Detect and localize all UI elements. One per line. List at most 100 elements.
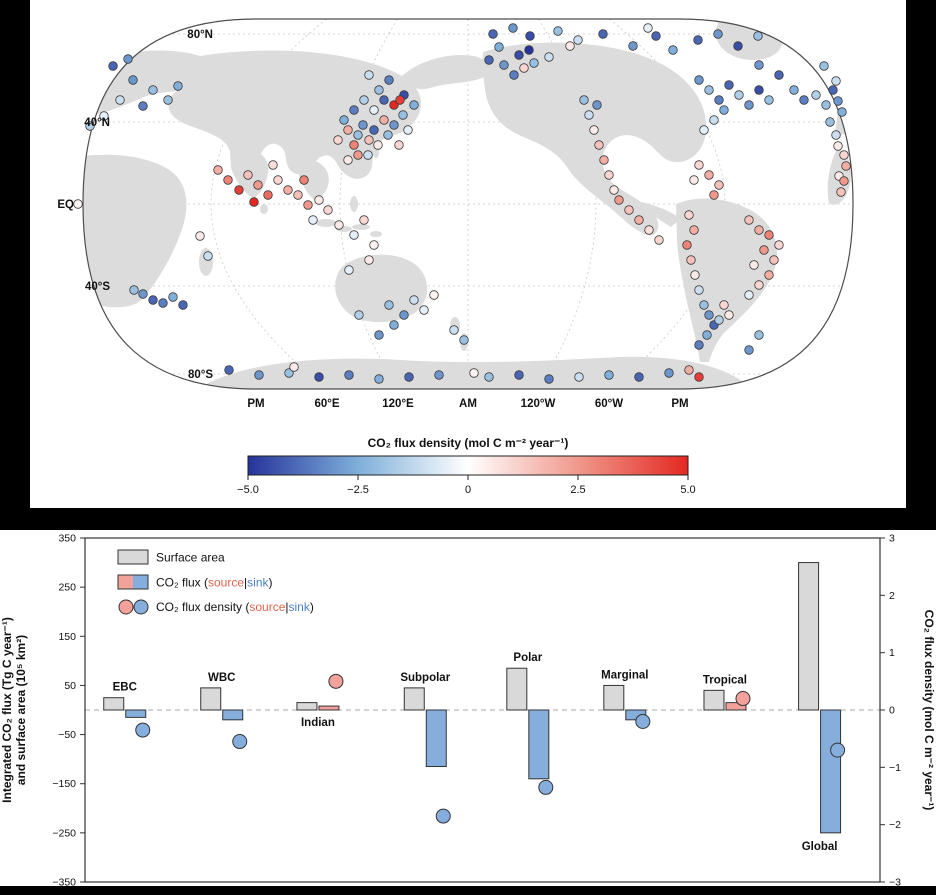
map-dot [694,285,704,295]
map-dot [73,199,83,209]
map-dot [303,200,313,210]
map-dot [434,370,444,380]
right-axis-tick-label: −3 [889,877,901,887]
surface-area-bar [603,684,625,711]
map-dot [358,120,368,130]
map-dot [129,285,139,295]
island [370,231,382,237]
map-dot [379,115,389,125]
map-dot [594,140,604,150]
map-dot [85,121,95,131]
map-dot [719,105,729,115]
left-axis-tick-label: −250 [52,827,76,839]
map-dot [689,225,699,235]
map-dot [744,290,754,300]
map-dot [553,26,563,36]
landmass [482,42,707,236]
surface-area-bar [798,562,820,711]
landmass [639,202,680,227]
map-dot [744,100,754,110]
map-dot [754,85,764,95]
map-dot [592,100,602,110]
map-dot [514,50,524,60]
map-dot [694,372,704,382]
map-dot [754,280,764,290]
map-dot [644,225,654,235]
map-dot [690,270,700,280]
map-dot [819,61,829,71]
co2-flux-bar [725,702,747,711]
surface-area-bar [103,697,125,711]
map-dot [774,240,784,250]
map-dot [724,80,734,90]
map-dot [398,110,408,120]
island [805,48,821,58]
map-dot [128,75,138,85]
map-dot [709,190,719,200]
map-dot [509,70,519,80]
map-dot [643,23,653,33]
category-label: Subpolar [400,672,450,684]
map-dot [573,35,583,45]
landmass [296,159,329,200]
map-dot [364,135,374,145]
longitude-label: 60°E [314,398,339,410]
category-label: Marginal [601,669,648,681]
map-dot [369,125,379,135]
map-dot [821,100,831,110]
map-dot [682,240,692,250]
map-dot [178,300,188,310]
map-dot [709,115,719,125]
right-axis-tick-label: 2 [889,590,895,602]
map-group: 80°N 40°N EQ 40°S 80°S PM 60°E 120°E AM 120°W 60°W… [57,18,854,410]
map-panel: 80°N 40°N EQ 40°S 80°S PM 60°E 120°E AM 120°W 60°W… [30,0,906,508]
map-dot [399,310,409,320]
left-axis-tick-label: −150 [52,778,76,790]
latitude-label: 80°S [188,369,213,381]
map-dot [651,31,661,41]
map-dot [243,170,253,180]
map-dot [369,105,379,115]
map-dot [314,195,324,205]
map-dot [108,61,118,71]
map-dot [138,289,148,299]
map-dot [684,365,694,375]
left-axis-tick-label: 350 [58,533,76,545]
map-dot [831,130,841,140]
co2-flux-bar [820,709,842,834]
surface-area-bar [403,687,425,711]
left-axis-tick-label: −350 [52,877,76,887]
map-dot [263,190,273,200]
regional-flux-bar-chart: 350 250 150 50 −50 −150 −250 −350 3 2 1 0 −1 −2 −3 EBC W… [0,533,936,887]
map-dot [599,155,609,165]
map-dot [529,58,539,68]
map-dot [668,45,678,55]
map-dot [359,95,369,105]
legend-flux-source-swatch [118,575,133,589]
island [260,204,268,214]
map-dot [289,362,299,372]
landmass [335,254,428,323]
map-dot [609,185,619,195]
map-dot [349,105,359,115]
map-dot [359,215,369,225]
flux-density-marker [538,779,554,795]
landmass [676,198,778,362]
flux-density-marker [328,673,344,689]
map-dot [694,340,704,350]
map-dot [419,305,429,315]
map-dot [364,255,374,265]
flux-density-marker [135,722,151,738]
map-dot [704,85,714,95]
right-axis-tick-label: 1 [889,647,895,659]
map-dot [249,197,259,207]
right-axis-tick-label: −1 [889,762,901,774]
legend-density-sink-marker [133,599,149,615]
flux-density-marker [735,691,751,707]
longitude-label: 60°W [595,398,623,410]
left-axis-tick-label: 50 [64,680,76,692]
colorbar-title: CO₂ flux density (mol C m⁻² year⁻¹) [368,436,569,450]
co2-flux-bar [125,709,147,718]
co2-flux-bar [222,709,244,721]
map-dot [684,210,694,220]
